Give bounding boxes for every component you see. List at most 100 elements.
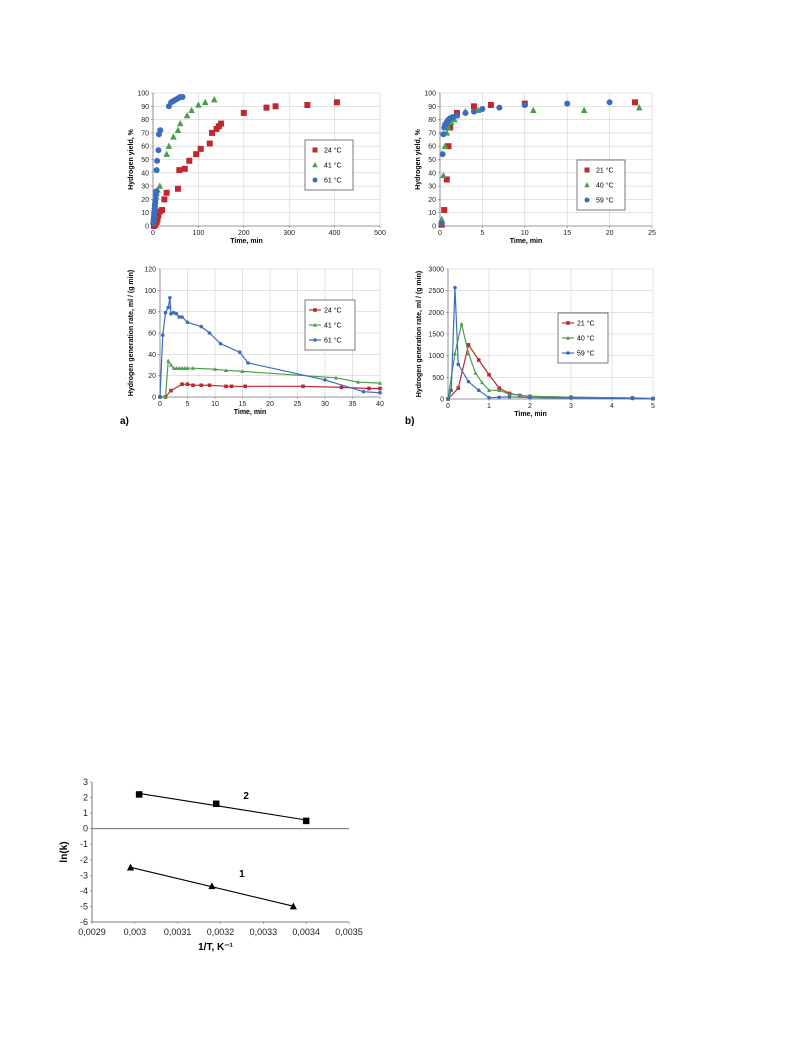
data-point	[224, 384, 228, 389]
y-axis-label: Hydrogen yield, %	[415, 128, 422, 189]
data-point	[237, 350, 242, 355]
data-point	[378, 386, 382, 391]
y-tick-label: 40	[148, 352, 156, 359]
data-point	[159, 207, 166, 214]
legend-marker	[312, 147, 318, 153]
y-tick-label: -6	[80, 917, 88, 927]
data-point	[174, 185, 181, 192]
data-point	[496, 104, 503, 111]
data-point	[185, 320, 190, 325]
data-point	[163, 394, 168, 399]
x-tick-label: 0	[151, 230, 155, 237]
data-point	[171, 310, 176, 315]
x-tick-label: 2	[528, 403, 532, 410]
data-point	[466, 379, 471, 384]
data-point	[188, 106, 195, 113]
y-tick-label: 100	[144, 288, 156, 295]
fit-line	[139, 792, 307, 821]
data-point	[462, 109, 469, 116]
series-label: 2	[243, 791, 249, 802]
data-point	[453, 285, 457, 290]
data-point	[209, 129, 216, 136]
data-point	[304, 101, 311, 108]
data-point	[155, 147, 162, 154]
data-point	[367, 386, 371, 391]
legend-marker	[584, 197, 590, 203]
data-point	[180, 382, 184, 386]
x-tick-label: 35	[349, 401, 357, 408]
panel-label-b: b)	[405, 416, 414, 427]
y-tick-label: 60	[148, 331, 156, 338]
x-tick-label: 25	[294, 401, 302, 408]
data-point	[529, 106, 537, 113]
x-tick-label: 0,0033	[250, 927, 278, 937]
x-tick-label: 0,0032	[207, 927, 235, 937]
data-point	[470, 103, 477, 110]
data-point	[564, 100, 571, 107]
x-tick-label: 0,0029	[78, 927, 106, 937]
x-tick-label: 0,003	[124, 927, 147, 937]
legend-entry: 40 °C	[577, 335, 595, 343]
data-point	[153, 188, 160, 195]
data-point	[449, 388, 454, 393]
data-point	[177, 315, 182, 319]
y-tick-label: 50	[141, 157, 149, 164]
data-point	[174, 366, 179, 370]
legend-entry: 59 °C	[577, 350, 595, 358]
data-point	[466, 343, 471, 347]
series-line	[447, 287, 654, 400]
y-tick-label: 20	[148, 373, 156, 380]
data-point	[166, 305, 171, 310]
legend: 21 °C 40 °C 59 °C	[557, 312, 609, 364]
legend-marker	[566, 335, 570, 340]
legend: 24 °C 41 °C 61 °C	[304, 139, 354, 191]
legend-entry: 59 °C	[596, 197, 614, 205]
data-point	[185, 366, 190, 370]
y-tick-label: 2000	[428, 310, 444, 317]
y-tick-label: 40	[428, 170, 436, 177]
legend-entry: 61 °C	[324, 177, 342, 185]
legend-entry: 61 °C	[324, 337, 342, 345]
data-point	[466, 351, 471, 356]
x-tick-label: 400	[329, 230, 341, 237]
y-tick-label: 60	[141, 144, 149, 151]
y-tick-label: 3000	[428, 267, 444, 274]
y-tick-label: 20	[428, 197, 436, 204]
data-point	[289, 902, 297, 910]
data-point	[174, 126, 182, 133]
y-tick-label: 0	[152, 395, 156, 402]
y-axis-label: Hydrogen generation rate, ml / (g min)	[416, 271, 423, 397]
x-tick-label: 0	[158, 401, 162, 408]
data-point	[443, 176, 450, 183]
data-point	[160, 333, 165, 337]
y-tick-label: 80	[141, 117, 149, 124]
legend-marker	[312, 177, 318, 183]
data-point	[356, 379, 360, 384]
y-tick-label: 2500	[428, 288, 444, 295]
data-point	[470, 108, 477, 115]
data-point	[224, 368, 228, 372]
data-point	[199, 324, 204, 329]
x-axis-label: 1/T, K⁻¹	[198, 942, 233, 953]
data-point	[218, 341, 223, 346]
legend-entry: 24 °C	[324, 307, 342, 315]
data-point	[191, 366, 195, 370]
data-point	[176, 167, 183, 174]
x-tick-label: 10	[211, 401, 219, 408]
data-point	[521, 101, 528, 108]
data-point	[182, 366, 187, 370]
x-tick-label: 15	[563, 230, 571, 237]
y-tick-label: 90	[141, 104, 149, 111]
data-point	[263, 104, 270, 111]
data-point	[439, 151, 446, 158]
data-point	[497, 386, 502, 390]
y-tick-label: -2	[80, 855, 88, 865]
y-tick-label: 2	[83, 793, 88, 803]
data-point	[487, 395, 491, 400]
y-axis-label: Hydrogen generation rate, ml / (g min)	[128, 270, 135, 396]
x-axis-label: Time, min	[234, 409, 267, 416]
legend-marker	[313, 338, 317, 342]
data-point	[635, 104, 643, 111]
x-tick-label: 0,0034	[292, 927, 320, 937]
data-point	[195, 101, 202, 108]
